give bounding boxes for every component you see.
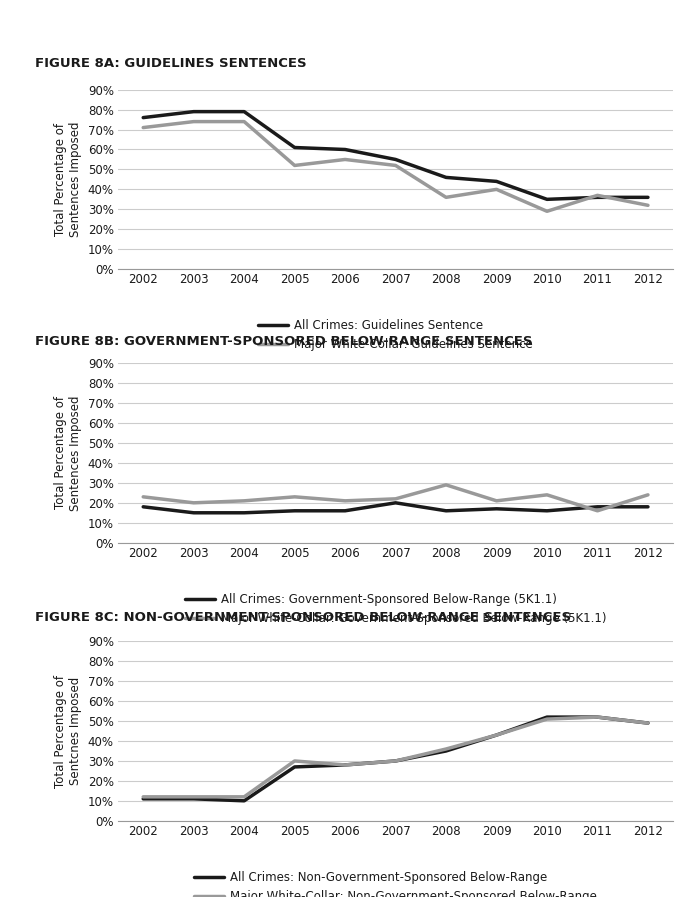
Major White-Collar: Government-Sponsored Below-Range (5K1.1): (2e+03, 20): Government-Sponsored Below-Range (5K1.1)…	[189, 498, 198, 509]
Legend: All Crimes: Government-Sponsored Below-Range (5K1.1), Major White-Collar: Govern: All Crimes: Government-Sponsored Below-R…	[180, 588, 611, 630]
Major White-Collar: Government-Sponsored Below-Range (5K1.1): (2e+03, 23): Government-Sponsored Below-Range (5K1.1)…	[291, 492, 299, 502]
All Crimes: Guidelines Sentence: (2e+03, 79): Guidelines Sentence: (2e+03, 79)	[189, 106, 198, 117]
Text: FIGURE 8C: NON-GOVERNMENT-SPONSORED BELOW-RANGE SENTENCES: FIGURE 8C: NON-GOVERNMENT-SPONSORED BELO…	[35, 611, 571, 623]
Major White-Collar: Guidelines Sentence: (2e+03, 52): Guidelines Sentence: (2e+03, 52)	[291, 160, 299, 170]
All Crimes: Guidelines Sentence: (2.01e+03, 36): Guidelines Sentence: (2.01e+03, 36)	[644, 192, 652, 203]
Major White-Collar: Guidelines Sentence: (2e+03, 71): Guidelines Sentence: (2e+03, 71)	[139, 122, 147, 133]
All Crimes: Government-Sponsored Below-Range (5K1.1): (2.01e+03, 16): Government-Sponsored Below-Range (5K1.1)…	[543, 505, 551, 516]
Major White-Collar: Non-Government-Sponsored Below-Range: (2.01e+03, 49): Non-Government-Sponsored Below-Range: (2…	[644, 718, 652, 728]
All Crimes: Non-Government-Sponsored Below-Range: (2.01e+03, 30): Non-Government-Sponsored Below-Range: (2…	[391, 755, 400, 766]
All Crimes: Guidelines Sentence: (2.01e+03, 35): Guidelines Sentence: (2.01e+03, 35)	[543, 194, 551, 205]
Major White-Collar: Government-Sponsored Below-Range (5K1.1): (2.01e+03, 21): Government-Sponsored Below-Range (5K1.1)…	[341, 495, 349, 506]
All Crimes: Guidelines Sentence: (2e+03, 61): Guidelines Sentence: (2e+03, 61)	[291, 142, 299, 152]
Major White-Collar: Government-Sponsored Below-Range (5K1.1): (2.01e+03, 16): Government-Sponsored Below-Range (5K1.1)…	[593, 505, 602, 516]
Major White-Collar: Government-Sponsored Below-Range (5K1.1): (2.01e+03, 24): Government-Sponsored Below-Range (5K1.1)…	[543, 490, 551, 501]
Major White-Collar: Non-Government-Sponsored Below-Range: (2.01e+03, 28): Non-Government-Sponsored Below-Range: (2…	[341, 760, 349, 771]
All Crimes: Guidelines Sentence: (2e+03, 79): Guidelines Sentence: (2e+03, 79)	[240, 106, 248, 117]
Y-axis label: Total Percentage of
Sentences Imposed: Total Percentage of Sentences Imposed	[54, 396, 83, 510]
All Crimes: Guidelines Sentence: (2.01e+03, 36): Guidelines Sentence: (2.01e+03, 36)	[593, 192, 602, 203]
Line: All Crimes: Non-Government-Sponsored Below-Range: All Crimes: Non-Government-Sponsored Bel…	[143, 717, 648, 801]
Major White-Collar: Guidelines Sentence: (2.01e+03, 37): Guidelines Sentence: (2.01e+03, 37)	[593, 190, 602, 201]
Text: FIGURE 8B: GOVERNMENT-SPONSORED BELOW-RANGE SENTENCES: FIGURE 8B: GOVERNMENT-SPONSORED BELOW-RA…	[35, 335, 532, 348]
Line: Major White-Collar: Guidelines Sentence: Major White-Collar: Guidelines Sentence	[143, 122, 648, 212]
All Crimes: Government-Sponsored Below-Range (5K1.1): (2.01e+03, 17): Government-Sponsored Below-Range (5K1.1)…	[492, 503, 500, 514]
Major White-Collar: Guidelines Sentence: (2e+03, 74): Guidelines Sentence: (2e+03, 74)	[240, 117, 248, 127]
Line: All Crimes: Guidelines Sentence: All Crimes: Guidelines Sentence	[143, 111, 648, 199]
Major White-Collar: Government-Sponsored Below-Range (5K1.1): (2e+03, 23): Government-Sponsored Below-Range (5K1.1)…	[139, 492, 147, 502]
Major White-Collar: Guidelines Sentence: (2.01e+03, 36): Guidelines Sentence: (2.01e+03, 36)	[442, 192, 450, 203]
Major White-Collar: Guidelines Sentence: (2.01e+03, 40): Guidelines Sentence: (2.01e+03, 40)	[492, 184, 500, 195]
Major White-Collar: Non-Government-Sponsored Below-Range: (2.01e+03, 30): Non-Government-Sponsored Below-Range: (2…	[391, 755, 400, 766]
All Crimes: Government-Sponsored Below-Range (5K1.1): (2.01e+03, 20): Government-Sponsored Below-Range (5K1.1)…	[391, 498, 400, 509]
Text: FIGURE 8A: GUIDELINES SENTENCES: FIGURE 8A: GUIDELINES SENTENCES	[35, 57, 306, 70]
All Crimes: Government-Sponsored Below-Range (5K1.1): (2e+03, 16): Government-Sponsored Below-Range (5K1.1)…	[291, 505, 299, 516]
Major White-Collar: Non-Government-Sponsored Below-Range: (2.01e+03, 36): Non-Government-Sponsored Below-Range: (2…	[442, 744, 450, 754]
Major White-Collar: Non-Government-Sponsored Below-Range: (2.01e+03, 51): Non-Government-Sponsored Below-Range: (2…	[543, 714, 551, 725]
Major White-Collar: Government-Sponsored Below-Range (5K1.1): (2e+03, 21): Government-Sponsored Below-Range (5K1.1)…	[240, 495, 248, 506]
Major White-Collar: Non-Government-Sponsored Below-Range: (2e+03, 30): Non-Government-Sponsored Below-Range: (2…	[291, 755, 299, 766]
All Crimes: Government-Sponsored Below-Range (5K1.1): (2.01e+03, 18): Government-Sponsored Below-Range (5K1.1)…	[593, 501, 602, 512]
Y-axis label: Total Percentage of
Sentcnes Imposed: Total Percentage of Sentcnes Imposed	[54, 675, 83, 788]
Major White-Collar: Guidelines Sentence: (2.01e+03, 32): Guidelines Sentence: (2.01e+03, 32)	[644, 200, 652, 211]
Major White-Collar: Guidelines Sentence: (2.01e+03, 52): Guidelines Sentence: (2.01e+03, 52)	[391, 160, 400, 170]
All Crimes: Guidelines Sentence: (2.01e+03, 46): Guidelines Sentence: (2.01e+03, 46)	[442, 172, 450, 183]
Major White-Collar: Government-Sponsored Below-Range (5K1.1): (2.01e+03, 29): Government-Sponsored Below-Range (5K1.1)…	[442, 480, 450, 491]
Major White-Collar: Guidelines Sentence: (2.01e+03, 29): Guidelines Sentence: (2.01e+03, 29)	[543, 206, 551, 217]
Line: Major White-Collar: Non-Government-Sponsored Below-Range: Major White-Collar: Non-Government-Spons…	[143, 717, 648, 797]
Legend: All Crimes: Guidelines Sentence, Major White-Collar: Guidelines Sentence: All Crimes: Guidelines Sentence, Major W…	[254, 315, 537, 356]
All Crimes: Government-Sponsored Below-Range (5K1.1): (2e+03, 18): Government-Sponsored Below-Range (5K1.1)…	[139, 501, 147, 512]
Major White-Collar: Government-Sponsored Below-Range (5K1.1): (2.01e+03, 24): Government-Sponsored Below-Range (5K1.1)…	[644, 490, 652, 501]
All Crimes: Guidelines Sentence: (2e+03, 76): Guidelines Sentence: (2e+03, 76)	[139, 112, 147, 123]
All Crimes: Non-Government-Sponsored Below-Range: (2.01e+03, 28): Non-Government-Sponsored Below-Range: (2…	[341, 760, 349, 771]
All Crimes: Non-Government-Sponsored Below-Range: (2e+03, 11): Non-Government-Sponsored Below-Range: (2…	[139, 794, 147, 805]
Major White-Collar: Non-Government-Sponsored Below-Range: (2.01e+03, 43): Non-Government-Sponsored Below-Range: (2…	[492, 729, 500, 740]
Line: All Crimes: Government-Sponsored Below-Range (5K1.1): All Crimes: Government-Sponsored Below-R…	[143, 503, 648, 513]
Major White-Collar: Non-Government-Sponsored Below-Range: (2e+03, 12): Non-Government-Sponsored Below-Range: (2…	[240, 791, 248, 802]
All Crimes: Non-Government-Sponsored Below-Range: (2e+03, 11): Non-Government-Sponsored Below-Range: (2…	[189, 794, 198, 805]
All Crimes: Guidelines Sentence: (2.01e+03, 55): Guidelines Sentence: (2.01e+03, 55)	[391, 154, 400, 165]
Y-axis label: Total Percentage of
Sentences Imposed: Total Percentage of Sentences Imposed	[54, 122, 83, 237]
Major White-Collar: Government-Sponsored Below-Range (5K1.1): (2.01e+03, 21): Government-Sponsored Below-Range (5K1.1)…	[492, 495, 500, 506]
All Crimes: Non-Government-Sponsored Below-Range: (2.01e+03, 52): Non-Government-Sponsored Below-Range: (2…	[593, 711, 602, 722]
Legend: All Crimes: Non-Government-Sponsored Below-Range, Major White-Collar: Non-Govern: All Crimes: Non-Government-Sponsored Bel…	[189, 867, 602, 897]
All Crimes: Non-Government-Sponsored Below-Range: (2e+03, 10): Non-Government-Sponsored Below-Range: (2…	[240, 796, 248, 806]
All Crimes: Non-Government-Sponsored Below-Range: (2.01e+03, 35): Non-Government-Sponsored Below-Range: (2…	[442, 745, 450, 756]
Major White-Collar: Government-Sponsored Below-Range (5K1.1): (2.01e+03, 22): Government-Sponsored Below-Range (5K1.1)…	[391, 493, 400, 504]
All Crimes: Government-Sponsored Below-Range (5K1.1): (2.01e+03, 16): Government-Sponsored Below-Range (5K1.1)…	[341, 505, 349, 516]
Line: Major White-Collar: Government-Sponsored Below-Range (5K1.1): Major White-Collar: Government-Sponsored…	[143, 485, 648, 510]
Major White-Collar: Non-Government-Sponsored Below-Range: (2e+03, 12): Non-Government-Sponsored Below-Range: (2…	[189, 791, 198, 802]
Major White-Collar: Guidelines Sentence: (2.01e+03, 55): Guidelines Sentence: (2.01e+03, 55)	[341, 154, 349, 165]
All Crimes: Non-Government-Sponsored Below-Range: (2e+03, 27): Non-Government-Sponsored Below-Range: (2…	[291, 762, 299, 772]
All Crimes: Non-Government-Sponsored Below-Range: (2.01e+03, 49): Non-Government-Sponsored Below-Range: (2…	[644, 718, 652, 728]
Major White-Collar: Non-Government-Sponsored Below-Range: (2.01e+03, 52): Non-Government-Sponsored Below-Range: (2…	[593, 711, 602, 722]
Major White-Collar: Guidelines Sentence: (2e+03, 74): Guidelines Sentence: (2e+03, 74)	[189, 117, 198, 127]
All Crimes: Guidelines Sentence: (2.01e+03, 44): Guidelines Sentence: (2.01e+03, 44)	[492, 176, 500, 187]
All Crimes: Non-Government-Sponsored Below-Range: (2.01e+03, 52): Non-Government-Sponsored Below-Range: (2…	[543, 711, 551, 722]
All Crimes: Government-Sponsored Below-Range (5K1.1): (2e+03, 15): Government-Sponsored Below-Range (5K1.1)…	[240, 508, 248, 518]
All Crimes: Government-Sponsored Below-Range (5K1.1): (2.01e+03, 16): Government-Sponsored Below-Range (5K1.1)…	[442, 505, 450, 516]
All Crimes: Guidelines Sentence: (2.01e+03, 60): Guidelines Sentence: (2.01e+03, 60)	[341, 144, 349, 155]
Major White-Collar: Non-Government-Sponsored Below-Range: (2e+03, 12): Non-Government-Sponsored Below-Range: (2…	[139, 791, 147, 802]
All Crimes: Government-Sponsored Below-Range (5K1.1): (2.01e+03, 18): Government-Sponsored Below-Range (5K1.1)…	[644, 501, 652, 512]
All Crimes: Government-Sponsored Below-Range (5K1.1): (2e+03, 15): Government-Sponsored Below-Range (5K1.1)…	[189, 508, 198, 518]
All Crimes: Non-Government-Sponsored Below-Range: (2.01e+03, 43): Non-Government-Sponsored Below-Range: (2…	[492, 729, 500, 740]
